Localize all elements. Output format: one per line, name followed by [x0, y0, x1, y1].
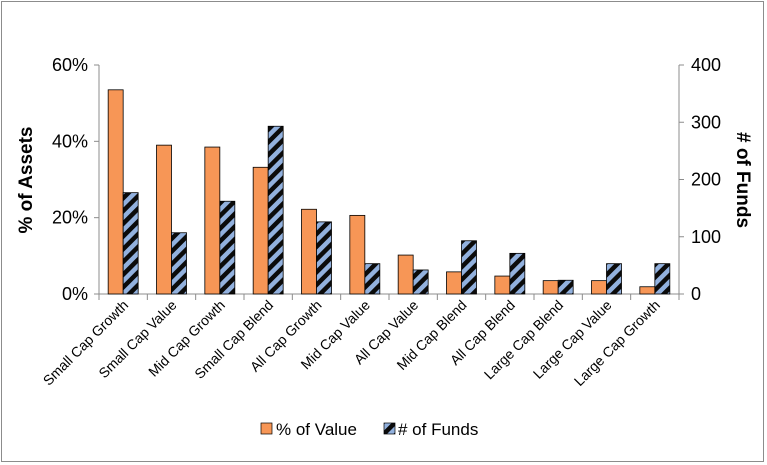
bar-num-funds — [122, 192, 139, 295]
bar-num-funds — [412, 269, 429, 295]
bar-pct-value — [591, 280, 607, 295]
bar-num-funds — [316, 221, 332, 295]
bar-pct-value — [349, 214, 366, 295]
bar-num-funds — [267, 125, 284, 295]
labels: 0% 20% 40% 60% 0 100 200 300 400 Small Cap Growth… — [40, 55, 721, 389]
bar-num-funds — [219, 200, 236, 295]
bar-pct-value — [156, 144, 172, 295]
legend-label-funds: # of Funds — [398, 420, 478, 439]
bar-num-funds — [364, 263, 381, 295]
legend: % of Value # of Funds — [260, 420, 478, 439]
bar-num-funds — [557, 279, 574, 295]
bars — [107, 89, 671, 295]
right-tick-label: 300 — [691, 112, 721, 132]
bar-num-funds — [509, 252, 526, 295]
left-tick-label: 60% — [52, 55, 88, 75]
right-tick-label: 400 — [691, 55, 721, 75]
legend-swatch-funds — [383, 422, 396, 435]
bar-pct-value — [397, 254, 414, 295]
right-tick-label: 100 — [691, 227, 721, 247]
bar-pct-value — [301, 208, 317, 295]
bar-num-funds — [606, 263, 622, 295]
right-tick-label: 0 — [691, 284, 701, 304]
bar-pct-value — [494, 275, 511, 295]
bar-num-funds — [654, 263, 671, 295]
right-tick-label: 200 — [691, 170, 721, 190]
category-label: Small Cap Growth — [40, 297, 132, 389]
bar-num-funds — [461, 240, 477, 295]
bar-pct-value — [204, 146, 221, 295]
y-axis-title: % of Assets — [16, 127, 37, 234]
left-tick-label: 20% — [52, 208, 88, 228]
bar-num-funds — [171, 232, 187, 295]
legend-swatch-value — [260, 422, 273, 435]
legend-label-value: % of Value — [276, 420, 357, 439]
axes — [94, 64, 684, 300]
bar-pct-value — [107, 89, 124, 295]
bar-pct-value — [542, 280, 559, 295]
bar-pct-value — [639, 286, 656, 295]
left-tick-label: 0% — [62, 284, 88, 304]
y2-axis-title: # of Funds — [732, 132, 753, 228]
left-tick-label: 40% — [52, 131, 88, 151]
bar-pct-value — [252, 166, 269, 295]
bar-pct-value — [446, 271, 462, 295]
category-label: Large Cap Growth — [571, 297, 663, 389]
